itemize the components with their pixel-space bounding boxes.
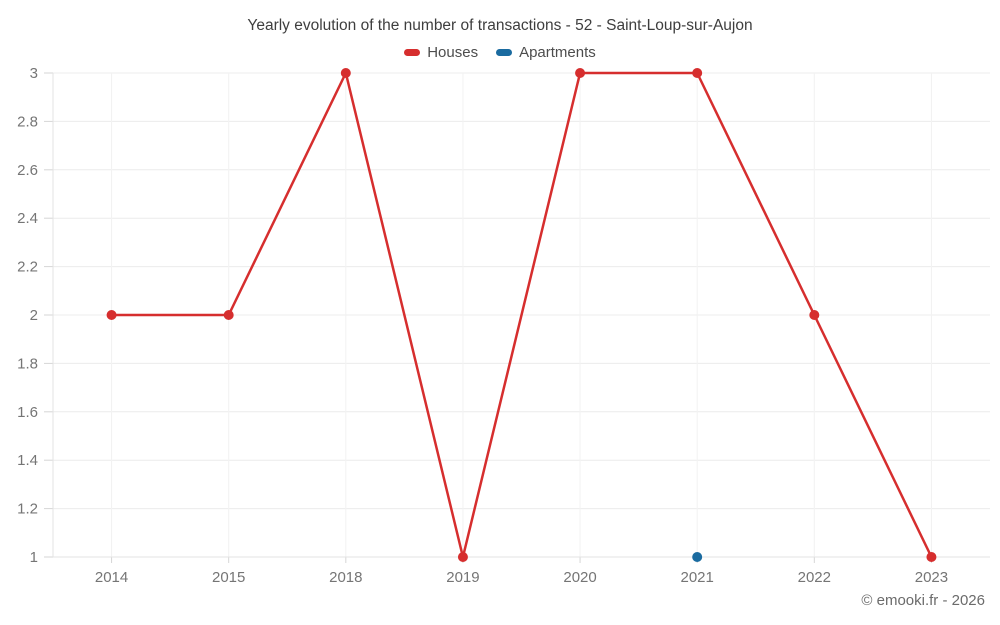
data-point-houses-2018[interactable] bbox=[340, 68, 351, 78]
y-axis-label: 2.6 bbox=[17, 162, 38, 179]
legend-marker-apartments bbox=[496, 49, 513, 56]
x-axis-label: 2022 bbox=[798, 569, 831, 586]
x-axis-label: 2015 bbox=[212, 569, 245, 586]
data-point-houses-2014[interactable] bbox=[106, 310, 117, 320]
legend-item-apartments[interactable]: Apartments bbox=[496, 44, 596, 61]
legend-label: Houses bbox=[427, 44, 479, 61]
data-point-houses-2022[interactable] bbox=[809, 310, 820, 320]
data-point-houses-2020[interactable] bbox=[575, 68, 586, 78]
y-axis-label: 1.8 bbox=[17, 355, 38, 372]
data-point-apartments-2021[interactable] bbox=[692, 552, 703, 562]
legend-marker-houses bbox=[404, 49, 421, 56]
y-axis-label: 1.6 bbox=[17, 404, 38, 421]
y-axis-label: 2.2 bbox=[17, 259, 38, 276]
y-axis-label: 2.4 bbox=[17, 210, 38, 227]
series-line-houses bbox=[110, 71, 933, 559]
data-point-houses-2015[interactable] bbox=[223, 310, 234, 320]
legend-label: Apartments bbox=[519, 44, 596, 61]
chart-title: Yearly evolution of the number of transa… bbox=[247, 17, 753, 34]
x-axis-label: 2020 bbox=[563, 569, 596, 586]
data-point-houses-2023[interactable] bbox=[926, 552, 937, 562]
y-axis-label: 1.2 bbox=[17, 501, 38, 518]
copyright: © emooki.fr - 2026 bbox=[861, 592, 985, 609]
y-axis-label: 2.8 bbox=[17, 113, 38, 130]
x-axis-label: 2021 bbox=[681, 569, 714, 586]
data-point-houses-2021[interactable] bbox=[692, 68, 703, 78]
y-axis-label: 2 bbox=[30, 307, 38, 324]
x-axis-label: 2023 bbox=[915, 569, 948, 586]
y-axis-label: 1.4 bbox=[17, 452, 38, 469]
legend-item-houses[interactable]: Houses bbox=[404, 44, 478, 61]
x-axis-label: 2014 bbox=[95, 569, 128, 586]
y-axis-label: 1 bbox=[30, 549, 38, 566]
x-axis-label: 2018 bbox=[329, 569, 362, 586]
y-axis-label: 3 bbox=[30, 65, 38, 82]
legend: Houses Apartments bbox=[0, 44, 1000, 61]
x-axis-label: 2019 bbox=[446, 569, 479, 586]
data-point-houses-2019[interactable] bbox=[457, 552, 468, 562]
